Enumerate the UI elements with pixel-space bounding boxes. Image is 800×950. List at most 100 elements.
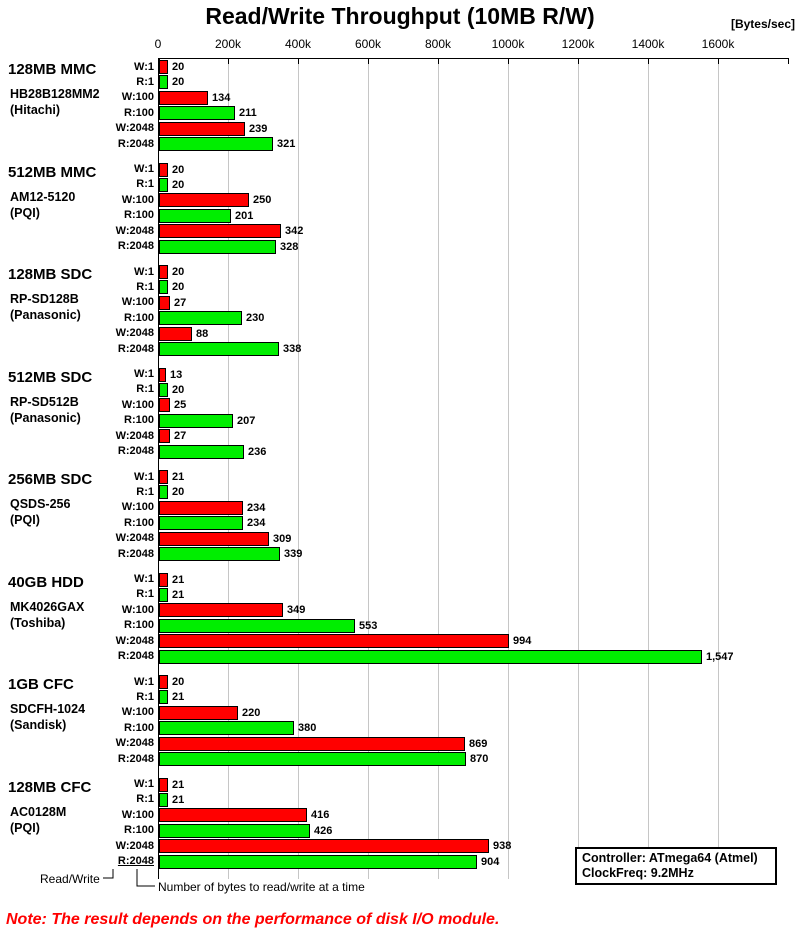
bar-value-label: 134: [212, 91, 231, 104]
bar-value-label: 20: [172, 61, 185, 73]
gridline: [438, 59, 439, 879]
row-label: R:1: [136, 178, 154, 191]
gridline: [298, 59, 299, 879]
axis-end-tick: [788, 59, 789, 64]
device-model: RP-SD512B: [10, 394, 79, 409]
device-name: 512MB SDC: [8, 368, 93, 386]
device-name: 1GB CFC: [8, 676, 74, 693]
bar-value-label: 309: [273, 532, 292, 545]
bar-value-label: 234: [247, 517, 266, 530]
read-bar: [159, 618, 355, 633]
bytes-annotation: Number of bytes to read/write at a time: [158, 880, 365, 894]
bar-value-label: 25: [174, 399, 187, 412]
row-label: W:1: [134, 470, 154, 483]
bar-value-label: 342: [285, 225, 304, 238]
bar-value-label: 339: [284, 548, 303, 560]
read-bar: [159, 444, 244, 459]
x-tick-label: 200k: [214, 37, 242, 51]
device-maker: (Sandisk): [10, 718, 67, 732]
write-bar: [159, 500, 243, 515]
chart-title: Read/Write Throughput (10MB R/W): [205, 3, 595, 29]
axis-tick: [578, 59, 579, 64]
axis-tick: [438, 59, 439, 64]
bar-value-label: 13: [170, 368, 183, 381]
row-label: W:1: [134, 265, 154, 278]
bar-value-label: 321: [277, 138, 296, 150]
read-bar: [159, 547, 280, 561]
device-name: 40GB HDD: [8, 573, 84, 591]
bar-value-label: 220: [242, 706, 261, 719]
row-label: W:1: [134, 60, 154, 73]
read-write-annotation: Read/Write: [40, 872, 100, 886]
read-bar: [159, 75, 168, 90]
read-bar: [159, 311, 242, 326]
row-label: W:100: [121, 296, 154, 309]
row-label: R:1: [136, 383, 154, 396]
device-label-block: 40GB HDD MK4026GAX (Toshiba): [8, 574, 156, 644]
axis-unit-label: [Bytes/sec]: [730, 17, 795, 31]
bar-value-label: 230: [246, 312, 265, 325]
controller-info-line1: Controller: ATmega64 (Atmel): [582, 851, 758, 865]
device-name: 512MB MMC: [8, 163, 97, 181]
bar-value-label: 20: [172, 486, 185, 499]
row-label: W:2048: [115, 839, 154, 852]
row-label: W:2048: [115, 737, 154, 750]
read-bar: [159, 413, 233, 428]
x-tick-label: 1200k: [561, 37, 595, 51]
write-bar: [159, 839, 489, 854]
device-label-block: 1GB CFC SDCFH-1024 (Sandisk): [8, 676, 156, 746]
axis-tick: [228, 59, 229, 64]
bar-value-label: 338: [283, 343, 302, 355]
read-bar: [159, 208, 231, 223]
device-maker: (Panasonic): [10, 308, 81, 322]
axis-tick: [368, 59, 369, 64]
read-bar: [159, 516, 243, 531]
device-name: 128MB MMC: [8, 61, 97, 78]
bar-value-label: 21: [172, 778, 185, 791]
read-bar: [159, 382, 168, 397]
row-label: R:1: [136, 485, 154, 498]
device-label-block: 512MB MMC AM12-5120 (PQI): [8, 164, 156, 234]
write-bar: [159, 326, 192, 341]
write-bar: [159, 572, 168, 587]
row-label: W:1: [134, 675, 154, 688]
row-label: R:1: [136, 690, 154, 703]
write-bar: [159, 367, 166, 382]
gridline: [368, 59, 369, 879]
axis-tick: [648, 59, 649, 64]
x-tick-label: 1000k: [491, 37, 525, 51]
device-label-block: 128MB CFC AC0128M (PQI): [8, 779, 156, 849]
write-bar: [159, 60, 168, 74]
bar-value-label: 426: [314, 824, 333, 837]
gridline: [228, 59, 229, 879]
row-label: W:2048: [115, 429, 154, 442]
bar-value-label: 234: [247, 501, 266, 514]
row-label: R:1: [136, 280, 154, 293]
row-label: W:100: [121, 398, 154, 411]
device-model: RP-SD128B: [10, 292, 79, 306]
row-label: W:100: [121, 706, 154, 719]
row-label: W:100: [121, 91, 154, 104]
bytes-bracket-line: [136, 869, 155, 887]
row-label: R:100: [124, 106, 154, 119]
read-bar: [159, 239, 276, 254]
write-bar: [159, 736, 465, 751]
row-label: W:1: [134, 778, 154, 790]
row-label: R:100: [124, 824, 154, 837]
row-label: W:2048: [115, 224, 154, 237]
row-label: W:100: [121, 501, 154, 514]
bar-value-label: 553: [359, 619, 378, 632]
device-model: SDCFH-1024: [10, 702, 86, 716]
device-name: 256MB SDC: [8, 471, 93, 488]
row-label: R:100: [124, 311, 154, 324]
read-bar: [159, 792, 168, 807]
write-bar: [159, 531, 269, 546]
device-maker: (PQI): [10, 820, 40, 835]
row-label: R:100: [124, 209, 154, 222]
row-label: R:1: [136, 588, 154, 601]
bar-value-label: 21: [172, 588, 185, 601]
bar-value-label: 20: [172, 178, 185, 191]
plot-area: 20 20 134 211 239 321 20 20 250 201 342 328 20 20 27 23…: [158, 58, 789, 879]
write-bar: [159, 675, 168, 689]
bar-value-label: 870: [470, 753, 489, 765]
